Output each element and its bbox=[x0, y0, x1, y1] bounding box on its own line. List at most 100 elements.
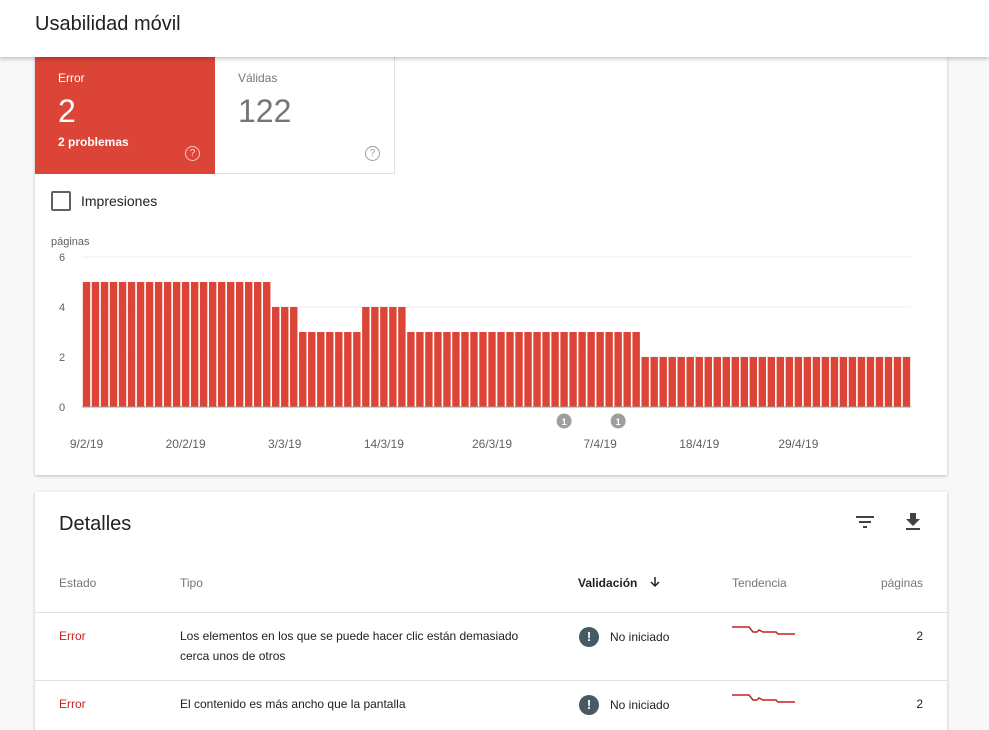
bar bbox=[758, 357, 767, 407]
bar bbox=[335, 332, 343, 407]
bar bbox=[542, 332, 550, 407]
y-axis-label: páginas bbox=[51, 236, 90, 248]
impressions-toggle[interactable]: Impresiones bbox=[51, 191, 157, 211]
details-title: Detalles bbox=[59, 513, 132, 535]
bar bbox=[452, 332, 460, 407]
row-count: 2 bbox=[916, 697, 923, 711]
bar bbox=[208, 282, 217, 407]
bar bbox=[641, 357, 649, 407]
top-bar: Usabilidad móvil bbox=[0, 0, 989, 57]
bar bbox=[821, 357, 830, 407]
bar bbox=[109, 282, 118, 407]
y-tick-label: 2 bbox=[59, 352, 65, 364]
bar bbox=[569, 332, 577, 407]
bar bbox=[82, 282, 91, 407]
annotation-label: 1 bbox=[616, 417, 621, 427]
bar bbox=[776, 357, 785, 407]
bar bbox=[902, 357, 911, 407]
download-icon[interactable] bbox=[901, 510, 925, 534]
bar bbox=[136, 282, 145, 407]
bar bbox=[713, 357, 721, 407]
bar bbox=[605, 332, 613, 407]
bar bbox=[578, 332, 586, 407]
error-problems: 2 problemas bbox=[58, 135, 129, 149]
row-type: Los elementos en los que se puede hacer … bbox=[180, 629, 519, 663]
x-tick-label: 7/4/19 bbox=[583, 437, 617, 451]
bar bbox=[245, 282, 253, 407]
row-validation-label: No iniciado bbox=[610, 698, 670, 712]
help-icon[interactable]: ? bbox=[185, 146, 200, 161]
bar bbox=[659, 357, 667, 407]
bar bbox=[785, 357, 794, 407]
row-count: 2 bbox=[916, 629, 923, 643]
trend-sparkline bbox=[732, 694, 795, 703]
row-validation: ! No iniciado bbox=[579, 627, 669, 647]
bar bbox=[830, 357, 839, 407]
bar bbox=[443, 332, 451, 407]
table-row[interactable]: Error El contenido es más ancho que la p… bbox=[35, 680, 947, 730]
x-tick-label: 14/3/19 bbox=[364, 437, 404, 451]
bar bbox=[803, 357, 812, 407]
bar bbox=[190, 282, 199, 407]
annotation-marker bbox=[556, 413, 572, 429]
valid-count: 122 bbox=[238, 93, 292, 129]
bar bbox=[172, 282, 181, 407]
row-validation-label: No iniciado bbox=[610, 630, 670, 644]
bar bbox=[506, 332, 514, 407]
bar bbox=[650, 357, 658, 407]
bar bbox=[488, 332, 496, 407]
filter-icon[interactable] bbox=[853, 510, 877, 534]
bar bbox=[686, 357, 694, 407]
bar bbox=[199, 282, 208, 407]
bar bbox=[866, 357, 875, 407]
x-tick-label: 20/2/19 bbox=[166, 437, 206, 451]
bar bbox=[217, 282, 226, 407]
y-tick-label: 0 bbox=[59, 402, 65, 414]
bar bbox=[181, 282, 190, 407]
bar bbox=[317, 332, 325, 407]
row-status: Error bbox=[59, 697, 86, 711]
bar bbox=[740, 357, 748, 407]
column-validacion[interactable]: Validación bbox=[578, 576, 661, 590]
column-estado[interactable]: Estado bbox=[59, 576, 97, 590]
bar bbox=[353, 332, 361, 407]
bar bbox=[308, 332, 316, 407]
bar bbox=[91, 282, 100, 407]
bar bbox=[560, 332, 568, 407]
bar bbox=[623, 332, 631, 407]
bar bbox=[596, 332, 604, 407]
error-tile[interactable]: Error 2 2 problemas ? bbox=[35, 57, 215, 174]
bar bbox=[118, 282, 127, 407]
trend-sparkline bbox=[732, 626, 795, 635]
bar bbox=[163, 282, 172, 407]
bar bbox=[434, 332, 442, 407]
bar bbox=[704, 357, 712, 407]
bar bbox=[884, 357, 893, 407]
bar bbox=[371, 307, 379, 407]
valid-tile[interactable]: Válidas 122 ? bbox=[215, 57, 395, 174]
column-paginas[interactable]: páginas bbox=[880, 576, 923, 590]
impressions-label: Impresiones bbox=[81, 193, 158, 209]
bar bbox=[272, 307, 280, 407]
column-validacion-label: Validación bbox=[578, 576, 638, 590]
bar bbox=[497, 332, 505, 407]
impressions-checkbox[interactable] bbox=[51, 191, 71, 211]
bar bbox=[127, 282, 136, 407]
row-status: Error bbox=[59, 629, 86, 643]
bar bbox=[587, 332, 595, 407]
bar bbox=[398, 307, 406, 407]
help-icon[interactable]: ? bbox=[365, 146, 380, 161]
error-label: Error bbox=[58, 71, 85, 85]
column-tendencia[interactable]: Tendencia bbox=[732, 576, 787, 590]
x-tick-label: 18/4/19 bbox=[679, 437, 719, 451]
column-tipo[interactable]: Tipo bbox=[180, 576, 203, 590]
bar bbox=[425, 332, 433, 407]
table-row[interactable]: Error Los elementos en los que se puede … bbox=[35, 612, 947, 680]
bar bbox=[515, 332, 523, 407]
bar bbox=[254, 282, 262, 407]
summary-card: Error 2 2 problemas ? Válidas 122 ? Impr… bbox=[35, 57, 947, 475]
bar bbox=[145, 282, 154, 407]
bar bbox=[839, 357, 848, 407]
bar bbox=[794, 357, 803, 407]
bar bbox=[299, 332, 307, 407]
